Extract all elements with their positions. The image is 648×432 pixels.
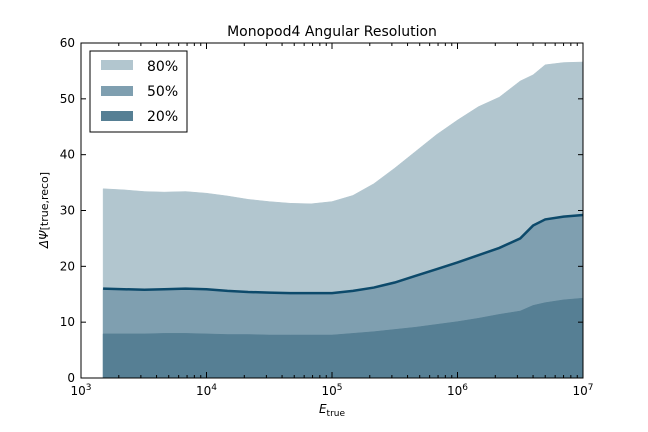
- legend-swatch-80: [101, 60, 133, 70]
- y-axis-label: ΔΨ[true,reco]: [37, 172, 51, 249]
- y-tick-label: 10: [60, 315, 75, 329]
- x-axis-label-main: E: [319, 402, 327, 416]
- legend-label-20: 20%: [147, 109, 178, 125]
- legend-label-50: 50%: [147, 84, 178, 100]
- x-tick-label: 105: [321, 383, 342, 398]
- y-tick-label: 40: [60, 148, 75, 162]
- y-tick-label: 30: [60, 204, 75, 218]
- area-layer: [102, 61, 584, 379]
- x-axis-label: Etrue: [319, 402, 346, 419]
- x-axis-label-sub: true: [327, 409, 346, 419]
- line-layer: [103, 213, 584, 295]
- x-tick-label: 107: [572, 383, 593, 398]
- legend-swatch-20: [101, 111, 133, 121]
- x-tick-label: 104: [196, 383, 217, 398]
- y-tick-label: 50: [60, 92, 75, 106]
- legend-label-80: 80%: [147, 59, 178, 75]
- x-tick-label: 103: [70, 383, 91, 398]
- legend-swatch-50: [101, 86, 133, 96]
- y-axis-label-main: ΔΨ: [37, 230, 51, 249]
- y-axis-label-sub: [true,reco]: [38, 172, 51, 230]
- tick-layer: 0 10 20 30 40 50 60 103 104 105 106 107: [60, 36, 594, 398]
- x-tick-label: 106: [447, 383, 468, 398]
- legend: 80% 50% 20%: [89, 50, 188, 133]
- median-line: [103, 213, 584, 295]
- y-tick-label: 60: [60, 36, 75, 50]
- y-tick-label: 20: [60, 259, 75, 273]
- area-20: [102, 297, 584, 379]
- chart-title: Monopod4 Angular Resolution: [227, 24, 437, 40]
- y-tick-label: 0: [67, 371, 75, 385]
